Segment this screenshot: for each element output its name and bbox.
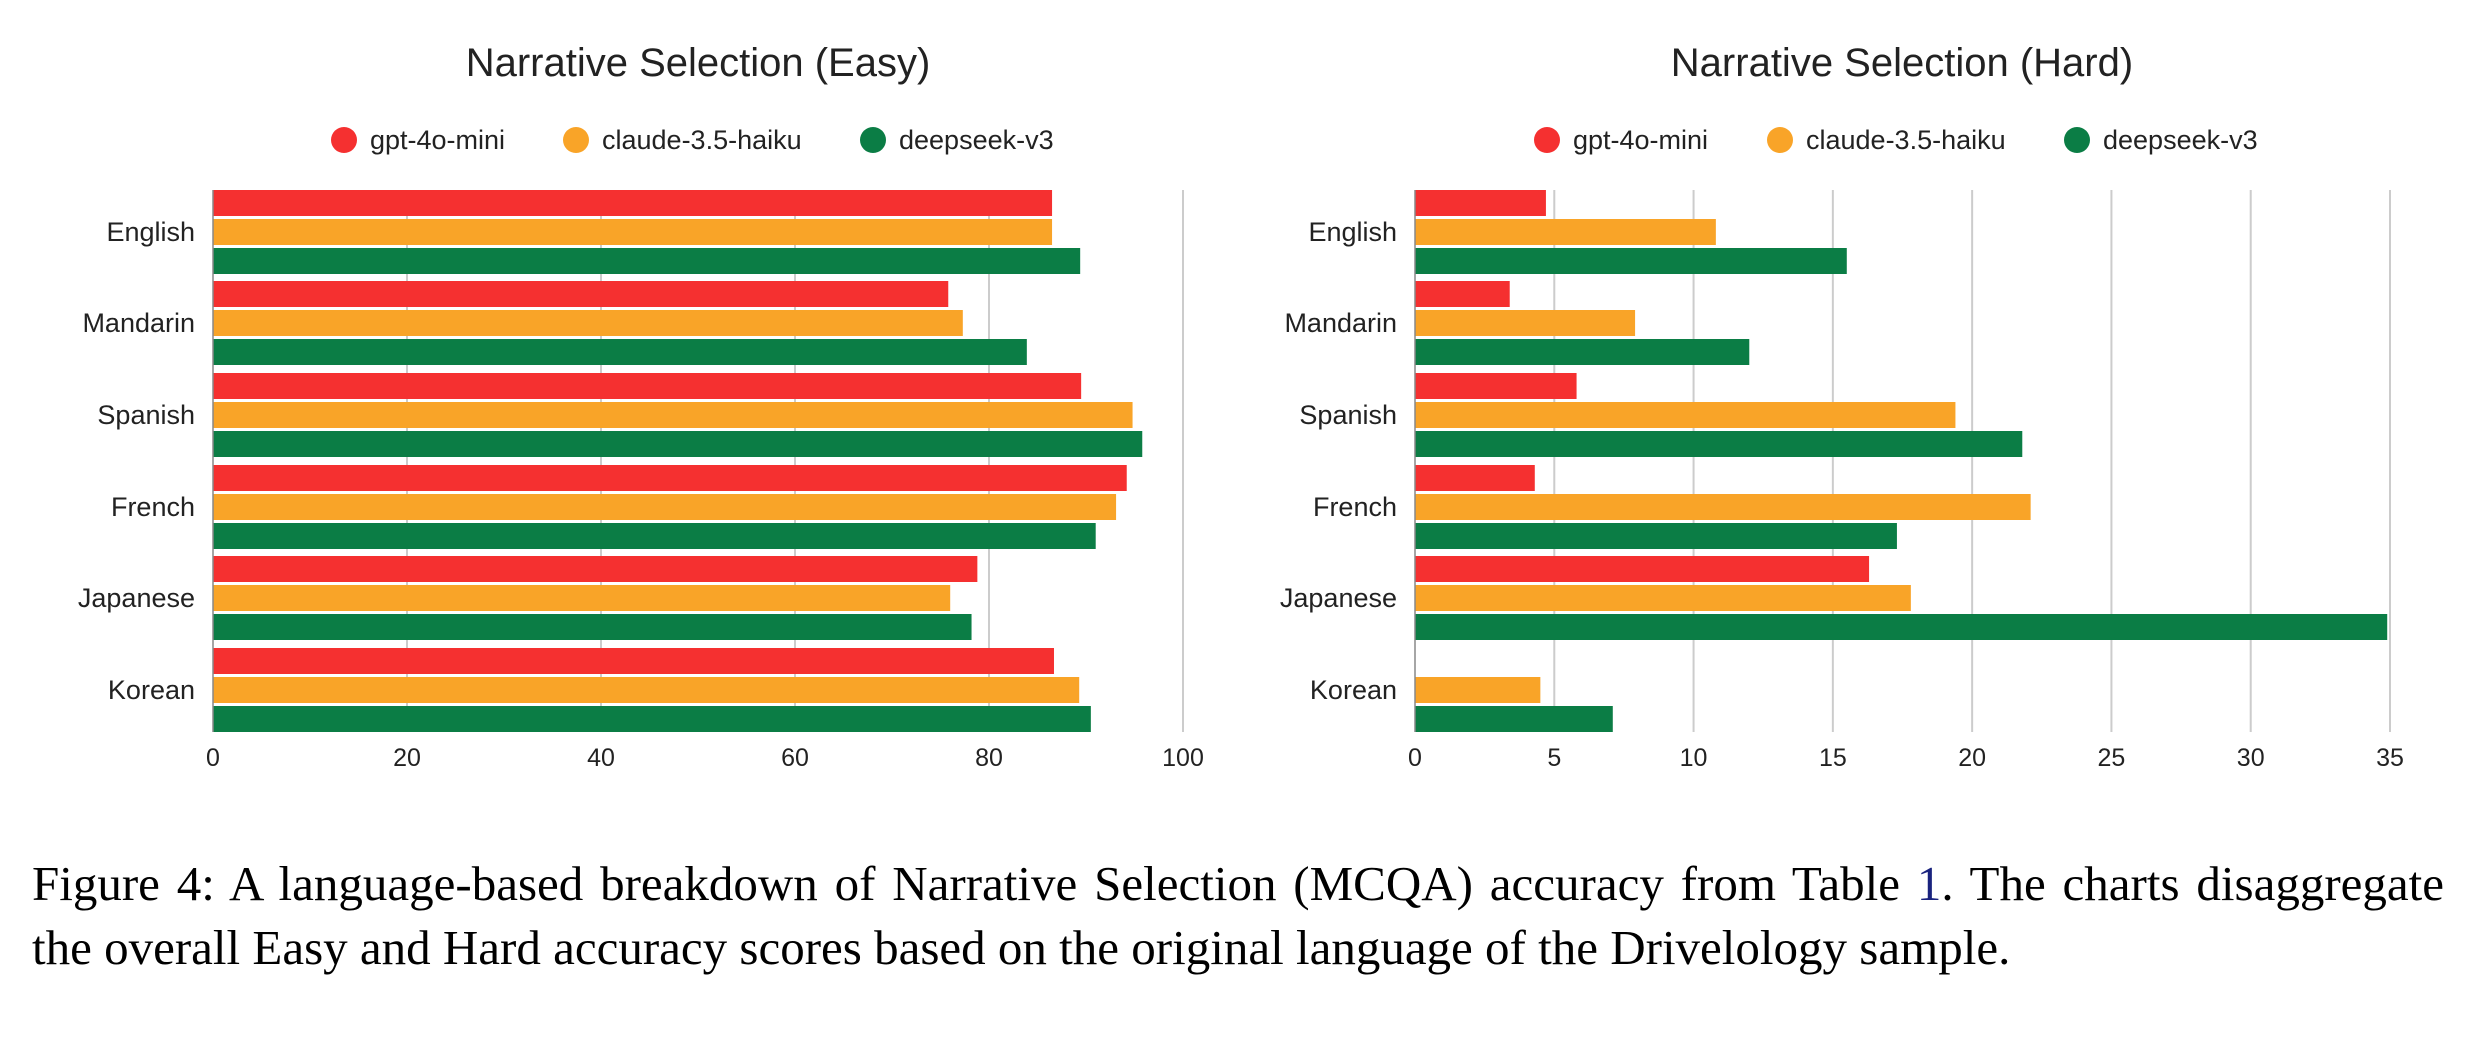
caption-suffix: . The charts disaggregate the overall Ea…	[32, 856, 2444, 975]
hard-category-label-mandarin: Mandarin	[1284, 308, 1397, 338]
easy-bar-spanish-gpt-4o-mini	[213, 373, 1082, 399]
hard-legend-marker-claude-3.5-haiku	[1767, 127, 1793, 153]
caption-prefix: Figure 4: A language-based breakdown of …	[32, 856, 1917, 911]
easy-category-label-spanish: Spanish	[97, 400, 195, 430]
easy-category-label-english: English	[106, 217, 195, 247]
hard-category-label-japanese: Japanese	[1280, 583, 1397, 613]
easy-category-label-mandarin: Mandarin	[82, 308, 195, 338]
hard-bar-japanese-claude-3.5-haiku	[1415, 585, 1911, 611]
hard-x-tick-label-30: 30	[2237, 744, 2265, 772]
easy-legend-marker-deepseek-v3	[860, 127, 886, 153]
hard-category-label-korean: Korean	[1310, 675, 1397, 705]
easy-x-tick-label-100: 100	[1162, 744, 1204, 772]
easy-bar-english-deepseek-v3	[213, 248, 1081, 274]
easy-chart-title: Narrative Selection (Easy)	[466, 41, 931, 85]
easy-bar-english-claude-3.5-haiku	[213, 219, 1053, 245]
easy-bar-mandarin-deepseek-v3	[213, 339, 1027, 365]
easy-bar-japanese-gpt-4o-mini	[213, 556, 978, 582]
hard-x-tick-label-5: 5	[1547, 744, 1561, 772]
easy-legend-marker-claude-3.5-haiku	[563, 127, 589, 153]
hard-bar-english-claude-3.5-haiku	[1415, 219, 1716, 245]
chart-hard: Narrative Selection (Hard) gpt-4o-mini cla…	[1280, 41, 2404, 772]
hard-bar-japanese-gpt-4o-mini	[1415, 556, 1870, 582]
hard-x-tick-label-20: 20	[1958, 744, 1986, 772]
hard-bar-french-claude-3.5-haiku	[1415, 494, 2031, 520]
easy-bar-japanese-claude-3.5-haiku	[213, 585, 951, 611]
easy-category-label-korean: Korean	[108, 675, 195, 705]
hard-x-tick-label-35: 35	[2376, 744, 2404, 772]
easy-legend-label-deepseek-v3: deepseek-v3	[899, 125, 1054, 155]
hard-bar-mandarin-deepseek-v3	[1415, 339, 1750, 365]
easy-bar-english-gpt-4o-mini	[213, 190, 1053, 216]
easy-legend-label-gpt-4o-mini: gpt-4o-mini	[370, 125, 505, 155]
hard-category-label-english: English	[1308, 217, 1397, 247]
hard-bar-mandarin-gpt-4o-mini	[1415, 281, 1510, 307]
hard-bar-french-deepseek-v3	[1415, 523, 1897, 549]
hard-bar-japanese-deepseek-v3	[1415, 614, 2388, 640]
easy-x-tick-label-80: 80	[975, 744, 1003, 772]
hard-x-tick-label-25: 25	[2098, 744, 2126, 772]
easy-bar-japanese-deepseek-v3	[213, 614, 972, 640]
easy-legend-label-claude-3.5-haiku: claude-3.5-haiku	[602, 125, 802, 155]
easy-x-tick-label-20: 20	[393, 744, 421, 772]
figure-caption: Figure 4: A language-based breakdown of …	[32, 852, 2444, 980]
hard-legend-label-gpt-4o-mini: gpt-4o-mini	[1573, 125, 1708, 155]
hard-bar-english-deepseek-v3	[1415, 248, 1847, 274]
hard-bar-korean-claude-3.5-haiku	[1415, 677, 1541, 703]
hard-x-tick-label-0: 0	[1408, 744, 1422, 772]
caption-table-ref[interactable]: 1	[1916, 856, 1942, 911]
hard-x-tick-label-10: 10	[1680, 744, 1708, 772]
easy-bar-korean-gpt-4o-mini	[213, 648, 1054, 674]
easy-bar-mandarin-gpt-4o-mini	[213, 281, 949, 307]
hard-legend-marker-deepseek-v3	[2064, 127, 2090, 153]
hard-bar-spanish-deepseek-v3	[1415, 431, 2023, 457]
hard-category-label-spanish: Spanish	[1299, 400, 1397, 430]
easy-category-label-french: French	[111, 492, 195, 522]
easy-category-label-japanese: Japanese	[78, 583, 195, 613]
hard-bar-korean-deepseek-v3	[1415, 706, 1613, 732]
easy-bar-mandarin-claude-3.5-haiku	[213, 310, 963, 336]
easy-bar-french-gpt-4o-mini	[213, 465, 1127, 491]
easy-legend-marker-gpt-4o-mini	[331, 127, 357, 153]
hard-legend-marker-gpt-4o-mini	[1534, 127, 1560, 153]
easy-bar-korean-claude-3.5-haiku	[213, 677, 1080, 703]
chart-easy: Narrative Selection (Easy) gpt-4o-mini cla…	[78, 41, 1204, 772]
hard-bar-spanish-gpt-4o-mini	[1415, 373, 1577, 399]
easy-x-tick-label-0: 0	[206, 744, 220, 772]
hard-bar-spanish-claude-3.5-haiku	[1415, 402, 1956, 428]
hard-bar-mandarin-claude-3.5-haiku	[1415, 310, 1636, 336]
hard-bar-english-gpt-4o-mini	[1415, 190, 1546, 216]
easy-x-tick-label-60: 60	[781, 744, 809, 772]
easy-bar-french-deepseek-v3	[213, 523, 1096, 549]
easy-bar-spanish-deepseek-v3	[213, 431, 1143, 457]
hard-bar-french-gpt-4o-mini	[1415, 465, 1535, 491]
easy-x-tick-label-40: 40	[587, 744, 615, 772]
hard-category-label-french: French	[1313, 492, 1397, 522]
hard-chart-title: Narrative Selection (Hard)	[1671, 41, 2133, 85]
easy-bar-korean-deepseek-v3	[213, 706, 1091, 732]
hard-legend-label-deepseek-v3: deepseek-v3	[2103, 125, 2258, 155]
hard-x-tick-label-15: 15	[1819, 744, 1847, 772]
easy-bar-french-claude-3.5-haiku	[213, 494, 1117, 520]
hard-legend-label-claude-3.5-haiku: claude-3.5-haiku	[1806, 125, 2006, 155]
easy-bar-spanish-claude-3.5-haiku	[213, 402, 1133, 428]
